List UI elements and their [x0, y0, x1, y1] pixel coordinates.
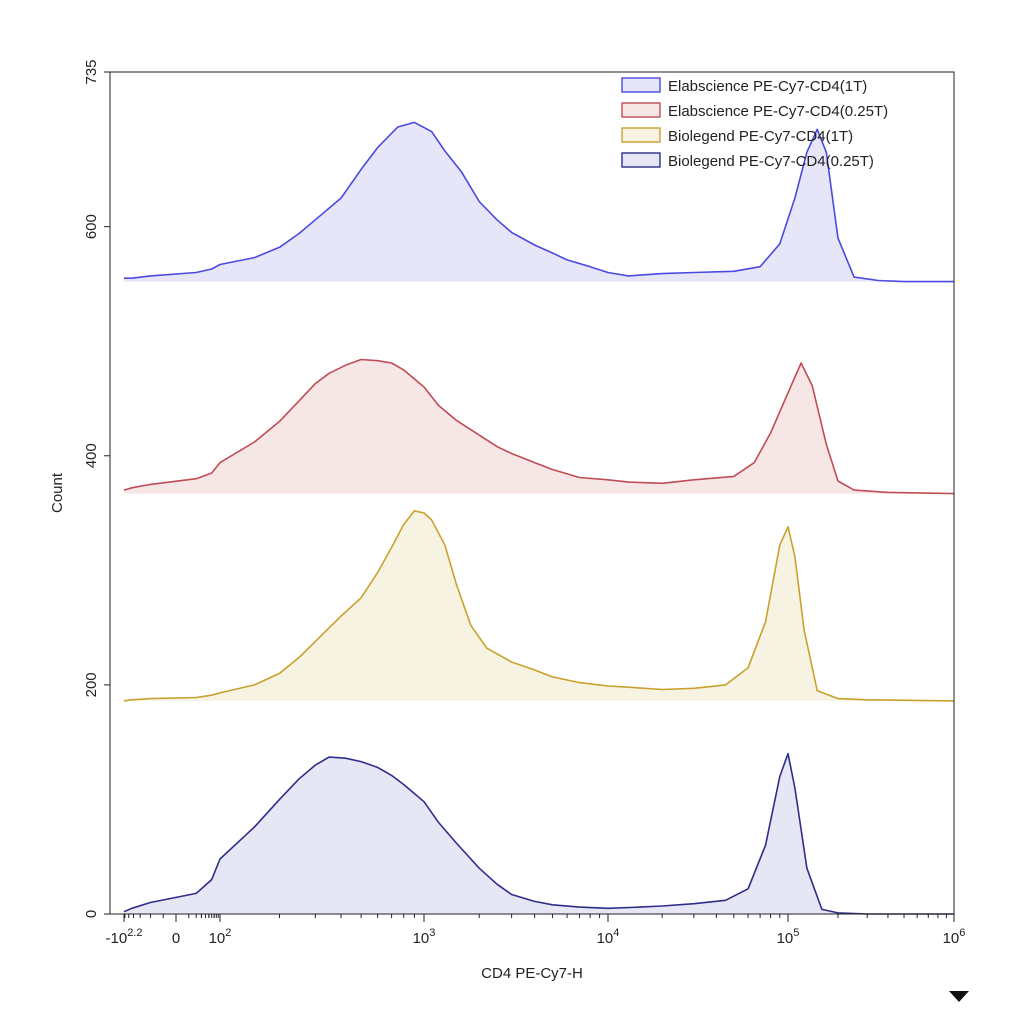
- legend-swatch: [621, 152, 661, 168]
- series-line-1: [124, 121, 954, 283]
- series-fills: [124, 122, 954, 914]
- x-tick-label: 103: [413, 927, 436, 947]
- series-fill-2: [124, 359, 954, 494]
- dropdown-arrow-icon[interactable]: [949, 991, 969, 1002]
- series-fill-1: [124, 122, 954, 282]
- legend-swatch: [621, 77, 661, 93]
- y-tick-label: 0: [83, 910, 100, 918]
- series-fill-4: [124, 753, 954, 914]
- legend-label: Biolegend PE-Cy7-CD4(0.25T): [668, 153, 874, 170]
- x-axis-title: CD4 PE-Cy7-H: [481, 965, 583, 982]
- plot-frame: [109, 71, 955, 915]
- x-axis: -102.2 0 102 103 104 105 106: [106, 914, 966, 947]
- y-axis-title: Count: [49, 472, 66, 513]
- legend: Elabscience PE-Cy7-CD4(1T) Elabscience PE…: [621, 77, 888, 170]
- legend-label: Elabscience PE-Cy7-CD4(1T): [668, 78, 867, 95]
- y-tick-label: 600: [83, 214, 100, 239]
- series-line-3: [123, 510, 955, 702]
- series-line-2: [123, 358, 955, 495]
- legend-swatch: [621, 127, 661, 143]
- y-tick-label: 735: [83, 59, 100, 84]
- legend-label: Biolegend PE-Cy7-CD4(1T): [668, 128, 853, 145]
- y-tick-label: 400: [83, 443, 100, 468]
- y-tick-label: 200: [83, 672, 100, 697]
- y-axis: 0 200 400 600 735: [83, 59, 110, 918]
- x-tick-label: 105: [777, 927, 800, 947]
- x-tick-label: 102: [209, 927, 232, 947]
- x-tick-label: 0: [172, 930, 180, 947]
- legend-label: Elabscience PE-Cy7-CD4(0.25T): [668, 103, 888, 120]
- series-lines: [123, 121, 955, 915]
- series-fill-3: [124, 510, 954, 701]
- x-tick-label: 106: [943, 927, 966, 947]
- x-tick-label: -102.2: [106, 927, 143, 947]
- x-tick-label: 104: [597, 927, 620, 947]
- series-line-4: [123, 752, 954, 915]
- legend-swatch: [621, 102, 661, 118]
